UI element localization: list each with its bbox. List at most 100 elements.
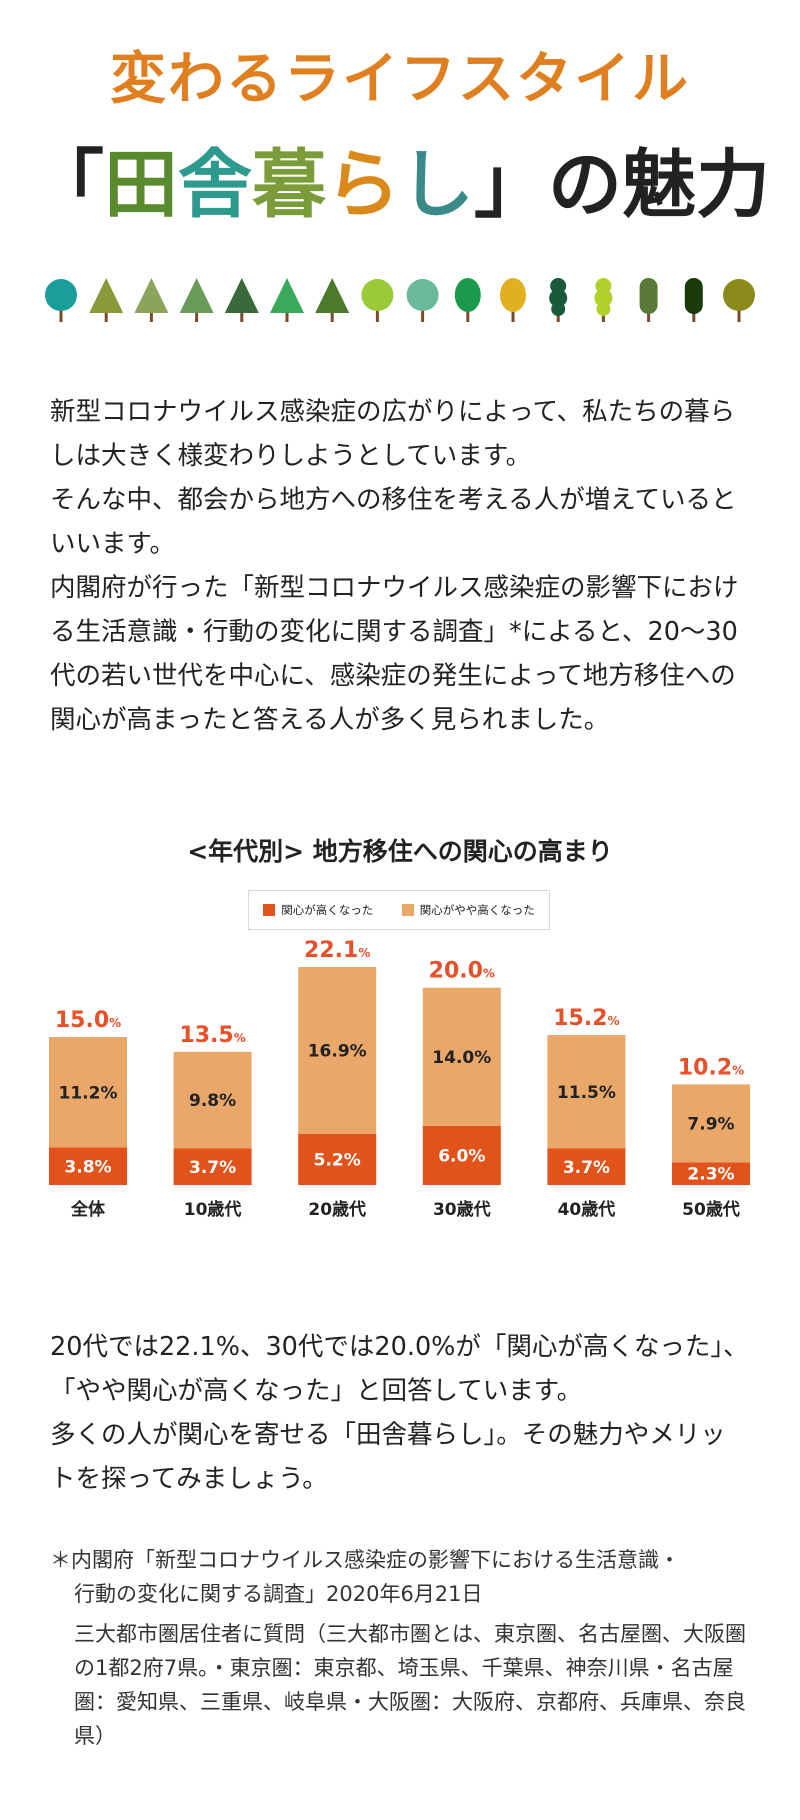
footnote-source-cont: 行動の変化に関する調査」2020年6月21日 <box>74 1582 483 1606</box>
total-label: 15.0% <box>55 1008 121 1033</box>
category-label: 20歳代 <box>308 1199 366 1220</box>
total-label: 22.1% <box>304 940 370 963</box>
tree-trunk <box>240 308 244 322</box>
tree-trunk <box>285 308 289 322</box>
total-value: 20.0 <box>429 959 483 984</box>
total-value: 13.5 <box>179 1023 233 1048</box>
total-unit: % <box>109 1016 121 1030</box>
summary-text: 20代では22.1%、30代では20.0%が「関心が高くなった」、「やや関心が高… <box>50 1325 750 1501</box>
intro-paragraph: 新型コロナウイルス感染症の広がりによって、私たちの暮らしは大きく様変わりしようと… <box>50 397 736 471</box>
tree-crown <box>224 278 259 313</box>
tree-trunk <box>104 308 108 322</box>
tree-trunk <box>375 308 379 322</box>
data-label: 9.8% <box>189 1091 236 1111</box>
tree-crown <box>551 302 566 316</box>
tree-icon <box>224 278 259 322</box>
category-label: 10歳代 <box>184 1199 242 1220</box>
bar-segment-slightly-high <box>49 1037 127 1148</box>
tree-trunk <box>59 308 63 322</box>
tree-icon <box>639 278 658 322</box>
data-label: 2.3% <box>687 1165 734 1185</box>
chart-title: <年代別> 地方移住への関心の高まり <box>187 837 613 866</box>
total-unit: % <box>358 946 370 960</box>
title-char: ら <box>326 142 400 228</box>
total-value: 15.0 <box>55 1008 109 1033</box>
category-label: 40歳代 <box>558 1199 616 1220</box>
tree-icon <box>361 279 394 322</box>
bar-segment-slightly-high <box>672 1084 750 1163</box>
category-label: 30歳代 <box>433 1199 491 1220</box>
legend-label: 関心がやや高くなった <box>419 903 535 917</box>
category-label: 全体 <box>70 1199 106 1220</box>
footnote-detail: 三大都市圏居住者に質問（三大都市圏とは、東京圏、名古屋圏、大阪圏の1都2府7県。… <box>74 1622 746 1748</box>
tree-icon <box>549 278 568 322</box>
bar-segment-slightly-high <box>298 967 377 1134</box>
tree-trunk <box>149 308 153 322</box>
chart-legend: 関心が高くなった 関心がやや高くなった <box>248 890 550 930</box>
tree-trunk <box>737 308 741 322</box>
tree-trunk <box>466 308 470 322</box>
tree-trunk <box>647 308 651 322</box>
legend-item: 関心がやや高くなった <box>401 902 535 918</box>
data-label: 11.5% <box>557 1083 616 1103</box>
tree-crown <box>594 289 613 307</box>
bar-segment-slightly-high <box>173 1051 252 1149</box>
title-bracket-open: 「 <box>30 142 104 228</box>
tree-crown <box>45 279 77 311</box>
total-label: 20.0% <box>429 959 495 984</box>
tree-crown <box>596 302 611 316</box>
tree-icon <box>89 278 124 322</box>
tree-trunk <box>421 308 425 322</box>
title-char: 暮 <box>252 142 326 228</box>
data-label: 3.7% <box>563 1158 610 1178</box>
intro-paragraph: 内閣府が行った「新型コロナウイルス感染症の影響下における生活意識・行動の変化に関… <box>50 573 739 735</box>
tree-crown <box>406 279 439 311</box>
tree-icon <box>270 278 304 322</box>
bar-segment-high <box>547 1148 626 1185</box>
tree-crown <box>500 278 526 312</box>
tree-trunk <box>511 308 515 322</box>
data-label: 16.9% <box>308 1041 367 1061</box>
tree-icon <box>594 278 613 322</box>
tree-icon <box>315 278 350 322</box>
legend-item: 関心が高くなった <box>263 902 373 918</box>
tree-icon <box>406 279 439 322</box>
bar-segment-high <box>672 1162 750 1185</box>
tree-icon <box>684 278 703 322</box>
total-label: 13.5% <box>179 1023 245 1048</box>
tree-crown <box>723 279 755 311</box>
title-line2: 「田舎暮らし」の魅力 <box>0 148 800 222</box>
bar-segment-high <box>298 1133 377 1185</box>
tree-trunk <box>692 308 696 322</box>
tree-icon <box>500 278 526 322</box>
data-label: 3.7% <box>189 1158 236 1178</box>
tree-crown <box>684 278 703 314</box>
data-label: 14.0% <box>432 1048 491 1068</box>
tree-crown <box>89 278 124 313</box>
bar-segment-high <box>173 1148 252 1185</box>
title-suffix: の魅力 <box>548 142 770 228</box>
tree-trunk <box>330 308 334 322</box>
total-value: 15.2 <box>553 1006 607 1031</box>
bar-segment-high <box>422 1125 501 1185</box>
total-value: 22.1 <box>304 940 358 963</box>
tree-icon <box>723 279 755 322</box>
tree-decoration-row <box>45 278 755 322</box>
tree-icon <box>179 278 214 322</box>
tree-icon <box>454 278 481 322</box>
summary-paragraph: 20代では22.1%、30代では20.0%が「関心が高くなった」、「やや関心が高… <box>50 1332 749 1406</box>
tree-crown <box>549 289 568 307</box>
tree-crown <box>315 278 350 313</box>
total-unit: % <box>234 1031 246 1045</box>
tree-icon <box>134 278 169 322</box>
title-line1: 変わるライフスタイル <box>110 47 690 112</box>
data-label: 6.0% <box>438 1146 485 1166</box>
total-unit: % <box>608 1014 620 1028</box>
bar-segment-slightly-high <box>547 1035 626 1149</box>
bar-segment-slightly-high <box>422 987 501 1126</box>
total-value: 10.2 <box>678 1055 732 1080</box>
total-unit: % <box>483 967 495 981</box>
tree-crown <box>134 278 169 313</box>
data-label: 7.9% <box>687 1114 734 1134</box>
intro-text: 新型コロナウイルス感染症の広がりによって、私たちの暮らしは大きく様変わりしようと… <box>50 390 750 742</box>
